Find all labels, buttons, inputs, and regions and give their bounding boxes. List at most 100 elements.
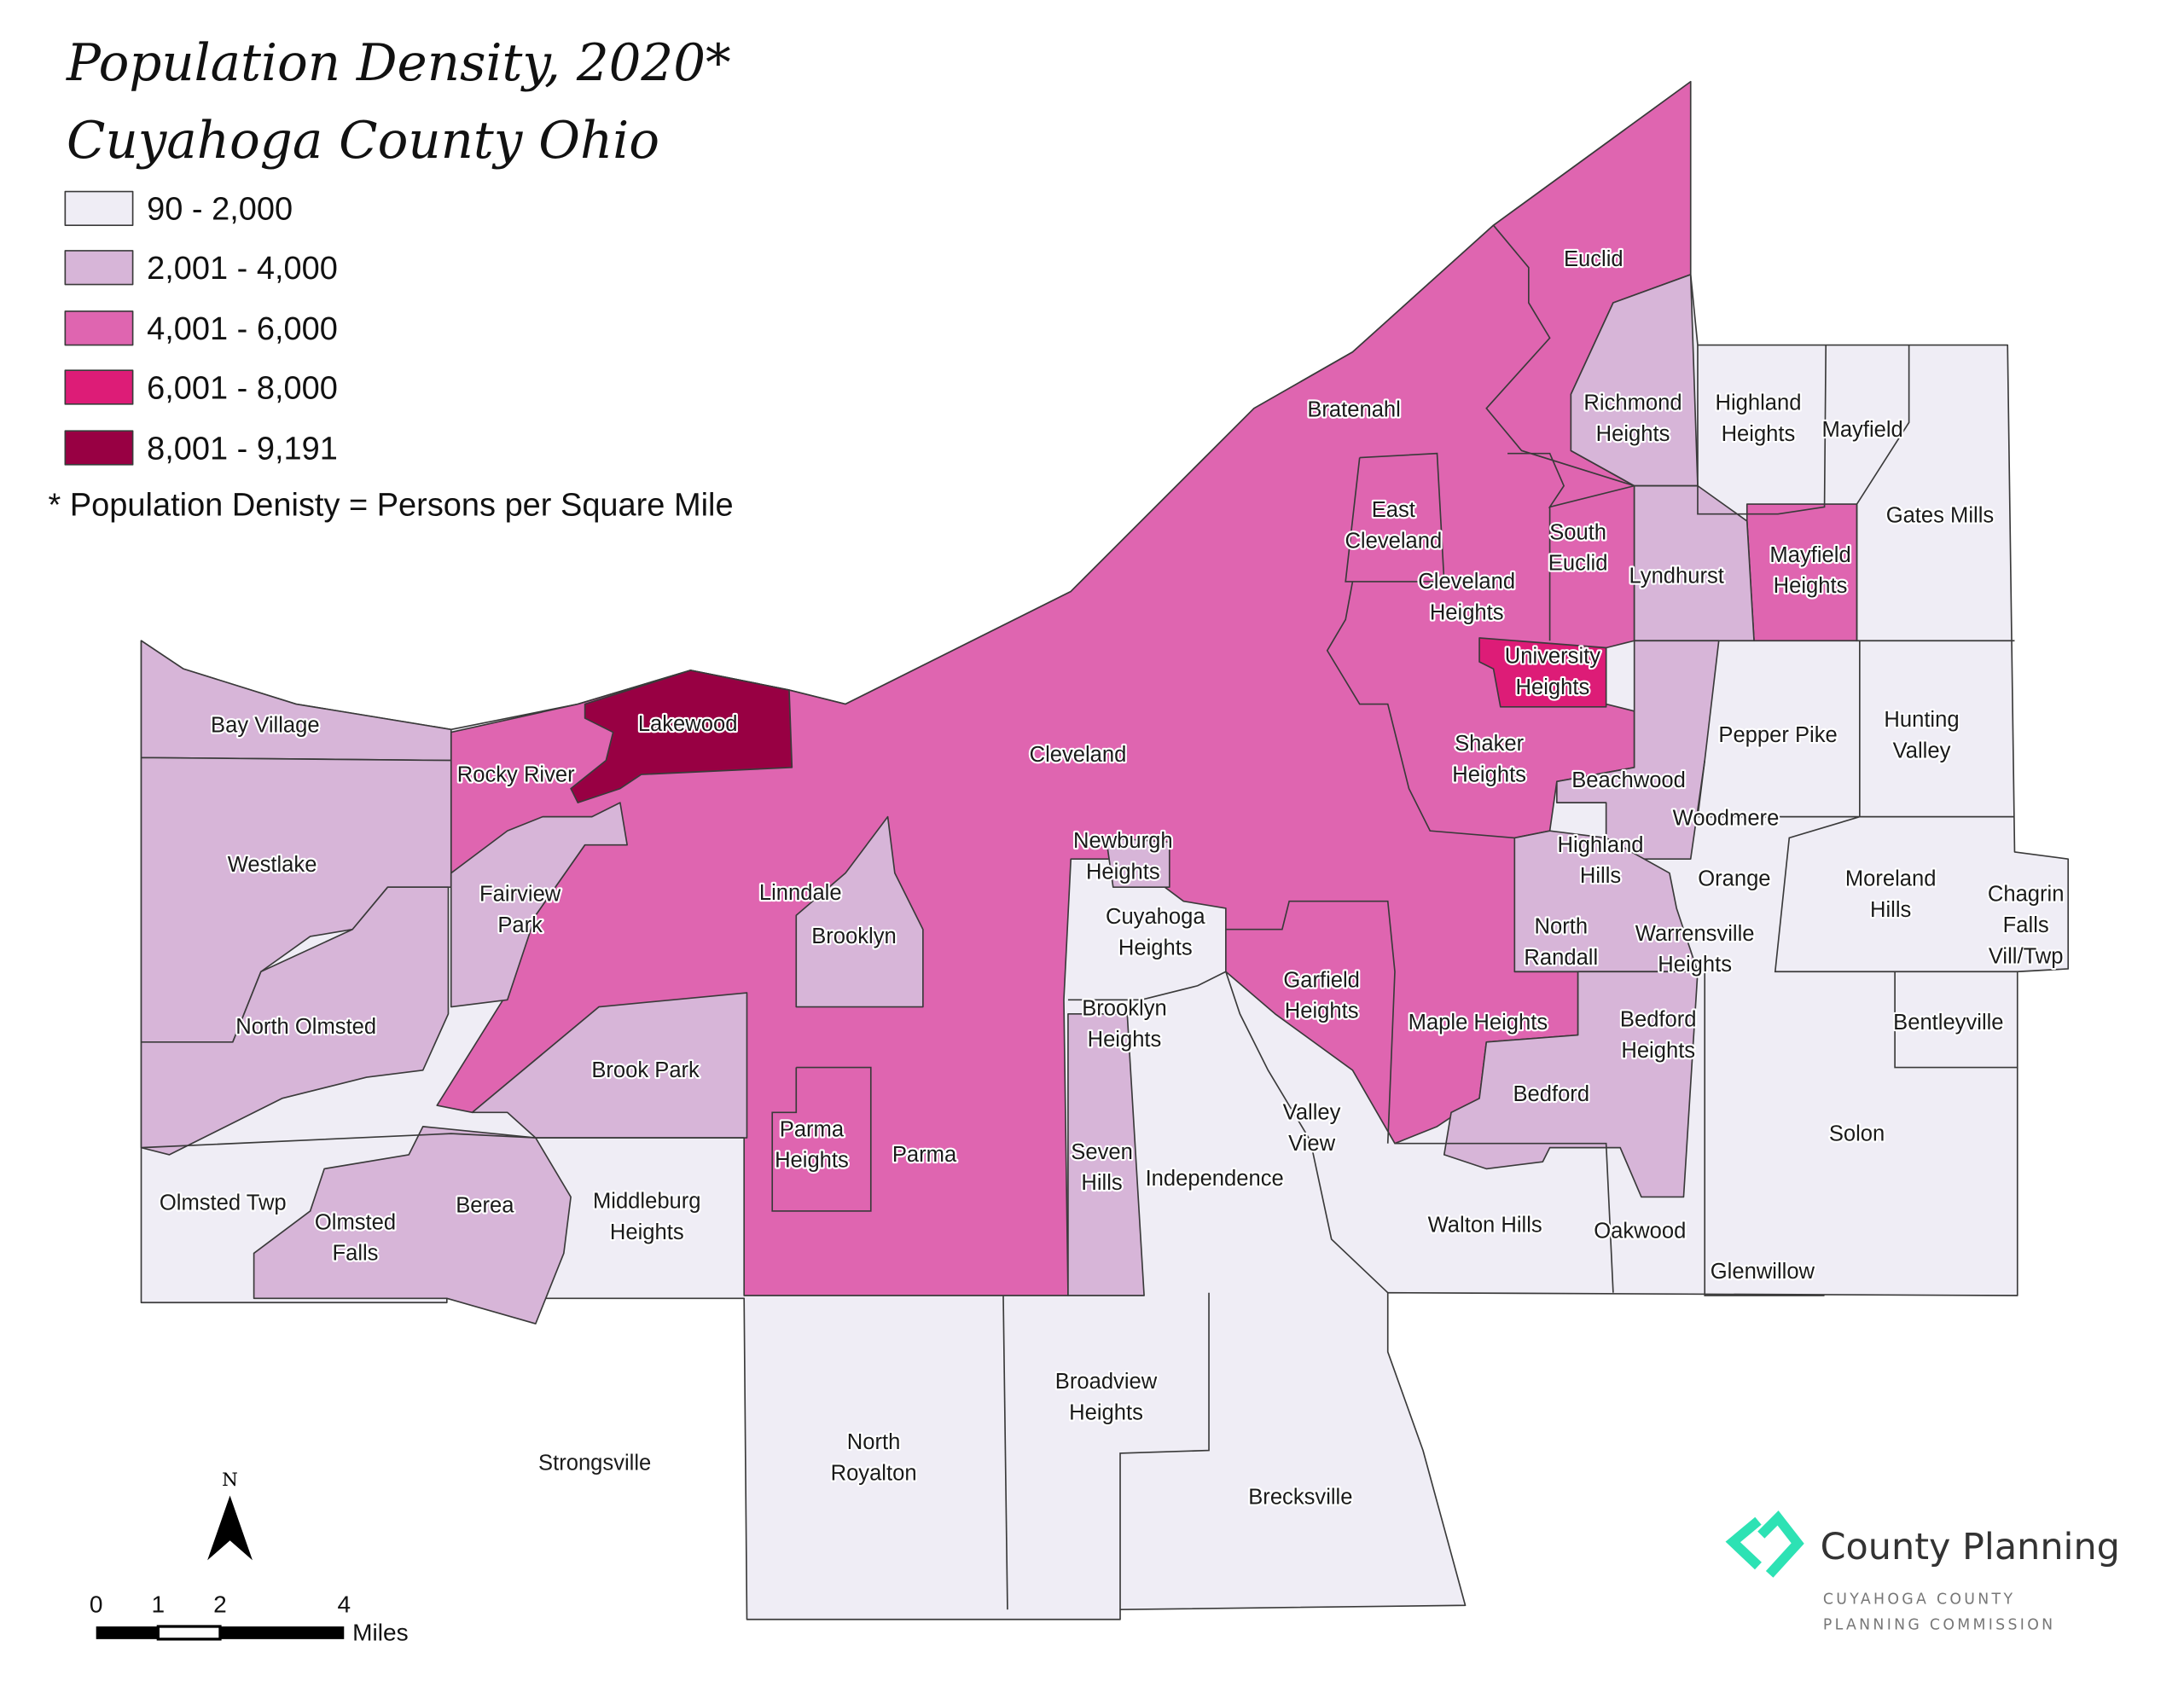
municipality-label-line: Maple Heights [1409,1011,1548,1035]
warrensville-area-shape [1513,830,1699,973]
legend-label: 2,001 - 4,000 [147,251,338,287]
municipality-label: North Olmsted [235,1015,376,1039]
north-label: N [222,1470,238,1491]
municipality-label-line: Olmsted [315,1210,396,1234]
north-arrow: N [207,1470,253,1561]
legend-label: 8,001 - 9,191 [147,431,338,467]
municipality-label-line: Heights [1086,860,1160,884]
municipality-label-line: Heights [1722,422,1796,446]
municipality-label-line: Highland [1558,833,1644,857]
municipality-label: East Cleveland [1345,498,1442,553]
municipality-label-line: Shaker [1455,732,1525,756]
municipality-label-line: Newburgh [1073,829,1173,853]
boundary [771,1066,872,1212]
municipality-label: Walton Hills [1428,1214,1542,1238]
municipality-label-line: Euclid [1548,552,1608,576]
municipality-label-line: Brooklyn [811,925,897,948]
scale-tick-label: 2 [213,1591,227,1617]
municipality-label-line: Strongsville [538,1452,651,1475]
municipality-label-line: Heights [1430,600,1504,624]
municipality-label: Cuyahoga Heights [1106,905,1205,959]
legend-label: 90 - 2,000 [147,192,293,228]
municipality-label-line: North Olmsted [235,1015,376,1039]
municipality-label: Maple Heights [1409,1011,1548,1035]
municipality-label: Chagrin Falls Vill/Twp [1988,883,2065,969]
municipality-label: Parma [892,1143,957,1167]
municipality-label-line: Parma [892,1143,957,1167]
municipality-label-line: Lakewood [638,712,738,736]
municipality-label: Independence [1146,1167,1284,1191]
municipality-label-line: Richmond [1583,391,1682,415]
municipality-label-line: Bedford [1513,1082,1589,1106]
municipality-label-line: Brecksville [1248,1485,1352,1509]
municipality-label-line: Heights [1621,1039,1695,1063]
mayfield-heights-shape [1745,503,1858,642]
municipality-label-line: Warrensville [1635,922,1755,946]
logo-mark-icon [1725,1510,1804,1578]
legend-swatch [64,430,134,466]
municipality-label-line: Independence [1146,1167,1284,1191]
municipality-label: Valley View [1283,1101,1341,1156]
municipality-label-line: North [847,1430,901,1454]
municipality-label: Olmsted Twp [160,1191,287,1215]
municipality-label: Moreland Hills [1845,867,1937,922]
municipality-label-line: Gates Mills [1886,504,1995,528]
municipality-label-line: Moreland [1845,867,1937,891]
lyndhurst-shape [1633,484,1755,642]
fairview-park-shape [450,802,628,1008]
municipality-label-line: Chagrin [1988,883,2065,907]
boundary [1345,452,1445,583]
scale-tick-label: 4 [337,1591,351,1617]
municipality-label-line: Hills [1580,864,1621,888]
municipality-label-line: East [1372,498,1415,522]
municipality-label: Richmond Heights [1583,391,1682,445]
municipality-label-line: Highland [1715,391,1801,415]
municipality-label: Lyndhurst [1629,565,1724,588]
municipality-label-line: Heights [1516,675,1590,699]
logo-name: County Planning [1821,1526,2120,1568]
municipality-label: Middleburg Heights [593,1190,701,1244]
legend-label: 4,001 - 6,000 [147,311,338,347]
municipality-label: Olmsted Falls [315,1210,396,1265]
municipality-label: Brecksville [1248,1485,1352,1509]
municipality-label: Shaker Heights [1452,732,1526,786]
municipality-label-line: Broadview [1055,1370,1158,1394]
municipality-label: South Euclid [1548,520,1608,575]
north-olmsted-shape [140,886,450,1156]
boundary [1225,900,1396,1144]
municipality-label: Bedford Heights [1620,1008,1697,1063]
municipality-label-line: North [1535,915,1589,939]
municipality-label: Pepper Pike [1718,723,1837,747]
municipality-label-line: Seven [1071,1140,1133,1164]
municipality-label-line: Pepper Pike [1718,723,1837,747]
municipality-label-line: Heights [1452,762,1526,786]
boundary [1507,452,1635,508]
municipality-label: Seven Hills [1071,1140,1133,1195]
municipality-label: Highland Hills [1558,833,1644,888]
municipality-label-line: Mayfield [1822,418,1903,442]
municipality-label-line: Fairview [479,883,561,907]
bedford-area-shape [1443,971,1699,1198]
boundary [1697,345,1827,515]
municipality-label-line: Oakwood [1594,1219,1686,1243]
municipality-label-line: Heights [1658,953,1732,977]
legend: 90 - 2,000 2,001 - 4,000 4,001 - 6,000 6… [49,190,734,523]
municipality-label-line: Hills [1081,1171,1122,1195]
municipality-label-line: Randall [1524,946,1598,970]
municipality-label-line: Cleveland [1030,743,1127,767]
municipality-label: Garfield Heights [1283,968,1360,1023]
municipality-label-line: Cleveland [1345,529,1442,553]
municipality-label-line: Cuyahoga [1106,905,1205,929]
municipality-label-line: Walton Hills [1428,1214,1542,1238]
municipality-label-line: Falls [2003,913,2049,937]
municipality-label-line: Beachwood [1571,768,1686,792]
scale-segment [156,1625,222,1641]
municipality-label-line: Hunting [1884,708,1959,732]
municipality-label: Beachwood [1571,768,1686,792]
municipality-label-line: Hills [1870,898,1911,922]
scale-tick-label: 0 [90,1591,103,1617]
boundary [1697,760,2015,818]
municipality-label-line: Heights [1069,1400,1143,1424]
map-title: Population Density, 2020* [66,34,731,93]
